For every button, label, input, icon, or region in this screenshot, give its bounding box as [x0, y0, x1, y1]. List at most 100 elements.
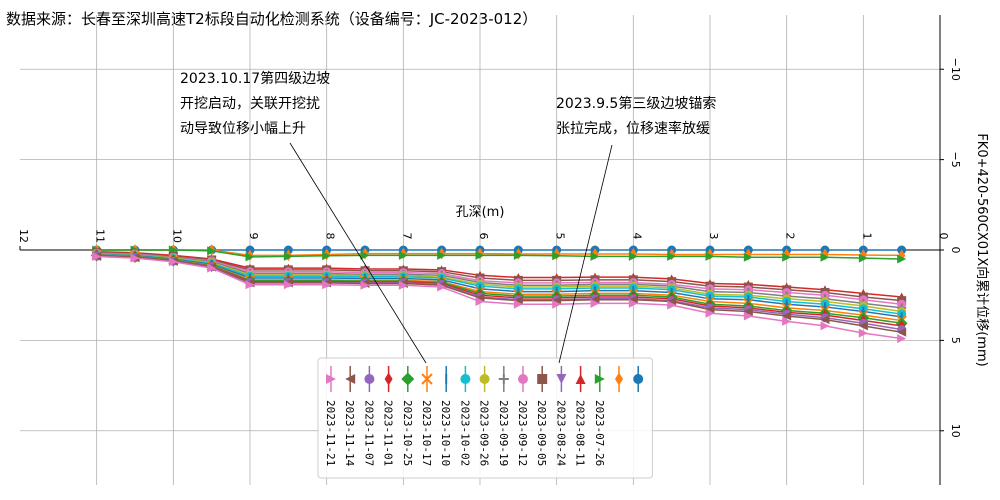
annotation-arrow	[289, 142, 427, 364]
data-point	[130, 253, 140, 263]
legend-label: 2023-11-14	[343, 400, 356, 467]
data-point	[207, 263, 217, 273]
data-point	[667, 300, 677, 310]
data-point	[207, 246, 217, 256]
data-point	[783, 248, 791, 261]
legend-entry: 2023-08-11	[574, 366, 587, 466]
data-point	[537, 374, 548, 384]
y-tick-label: −5	[949, 152, 962, 168]
series-line	[96, 252, 902, 305]
data-point	[898, 249, 906, 262]
data-point	[398, 250, 408, 260]
legend-entry: 2023-11-01	[382, 366, 395, 466]
data-point	[322, 280, 332, 290]
series-line	[96, 249, 902, 260]
data-point	[322, 251, 332, 261]
data-point	[705, 305, 715, 315]
x-axis-label: 孔深(m)	[456, 205, 505, 220]
legend-label: 2023-11-01	[382, 400, 395, 466]
legend-label: 2023-10-17	[420, 400, 433, 466]
data-point	[421, 373, 433, 385]
legend: 2023-11-21 2023-11-14 2023-11-07 2023-11-01…	[317, 357, 653, 479]
x-tick-label: 5	[554, 233, 567, 240]
series-line	[96, 255, 902, 340]
y-tick-label: 10	[949, 424, 962, 438]
data-point	[705, 308, 715, 318]
x-tick-label: 10	[170, 229, 183, 243]
y-axis-label: FK0+420-560CX01X向累计位移(mm)	[974, 133, 990, 366]
legend-entry: 2023-11-14	[343, 366, 356, 467]
series-line	[96, 252, 902, 309]
series-lines	[90, 244, 908, 344]
data-point	[782, 252, 792, 262]
legend-entry: 2023-11-07	[362, 366, 375, 466]
legend-entry	[633, 366, 644, 392]
data-point	[475, 250, 485, 260]
series-2023-08-24	[92, 245, 907, 264]
annotation-arrow	[558, 144, 613, 364]
data-point	[667, 297, 677, 307]
data-point	[628, 295, 638, 305]
annotation-text-line: 张拉完成，位移速率放缓	[556, 120, 710, 137]
legend-entry: 2023-10-17	[420, 366, 433, 466]
data-point	[245, 280, 255, 290]
data-point	[743, 306, 753, 316]
x-tick-label: 4	[630, 233, 643, 240]
legend-label: 2023-08-24	[554, 400, 567, 467]
data-point	[326, 374, 336, 384]
legend-label: 2023-10-10	[439, 400, 452, 466]
legend-label: 2023-09-26	[478, 400, 491, 466]
data-point	[437, 250, 447, 260]
annotation-text-line: 开挖启动，关联开挖扰	[180, 96, 320, 112]
data-point	[820, 321, 830, 331]
data-point	[859, 249, 867, 261]
data-point	[744, 248, 752, 261]
data-point	[820, 315, 830, 325]
data-point	[360, 280, 370, 290]
data-point	[437, 282, 447, 292]
data-point	[552, 299, 562, 309]
data-point	[384, 372, 393, 386]
data-point	[518, 374, 528, 384]
data-point	[858, 253, 868, 263]
data-point	[782, 311, 792, 321]
legend-entry: 2023-09-05	[535, 366, 548, 466]
data-point	[479, 374, 490, 384]
legend-entry: 2023-09-19	[497, 366, 510, 466]
data-point	[705, 251, 715, 261]
series-line	[96, 253, 902, 315]
data-point	[92, 252, 102, 262]
legend-entry: 2023-08-24	[554, 366, 567, 467]
legend-label: 2023-11-21	[324, 400, 337, 466]
data-point	[556, 374, 567, 384]
data-point	[513, 296, 523, 306]
legend-entry: 2023-10-10	[439, 366, 452, 466]
annotation-text-line: 动导致位移小幅上升	[180, 121, 306, 137]
data-point	[615, 372, 623, 386]
data-point	[460, 374, 471, 384]
legend-label: 2023-07-26	[593, 400, 606, 466]
data-point	[364, 374, 375, 384]
data-point	[475, 297, 485, 307]
data-point	[743, 252, 753, 262]
data-point	[897, 334, 907, 344]
legend-entry: 2023-11-21	[324, 366, 337, 466]
legend-label: 2023-09-12	[516, 400, 529, 466]
x-tick-label: 11	[94, 229, 107, 243]
legend-label: 2023-09-05	[535, 400, 548, 466]
legend-entry: 2023-07-26	[593, 366, 606, 466]
page-title: 数据来源：长春至深圳高速T2标段自动化检测系统（设备编号：JC-2023-012…	[6, 10, 538, 28]
x-tick-label: 3	[707, 233, 720, 240]
data-point	[633, 374, 644, 384]
data-point	[858, 321, 868, 331]
series-line	[96, 251, 902, 298]
data-point	[283, 280, 293, 290]
legend-entry: 2023-10-25	[401, 366, 415, 466]
annotation-text-line: 2023.10.17第四级边坡	[180, 70, 330, 87]
data-point	[897, 327, 907, 337]
data-point	[590, 298, 600, 308]
data-point	[498, 374, 509, 384]
